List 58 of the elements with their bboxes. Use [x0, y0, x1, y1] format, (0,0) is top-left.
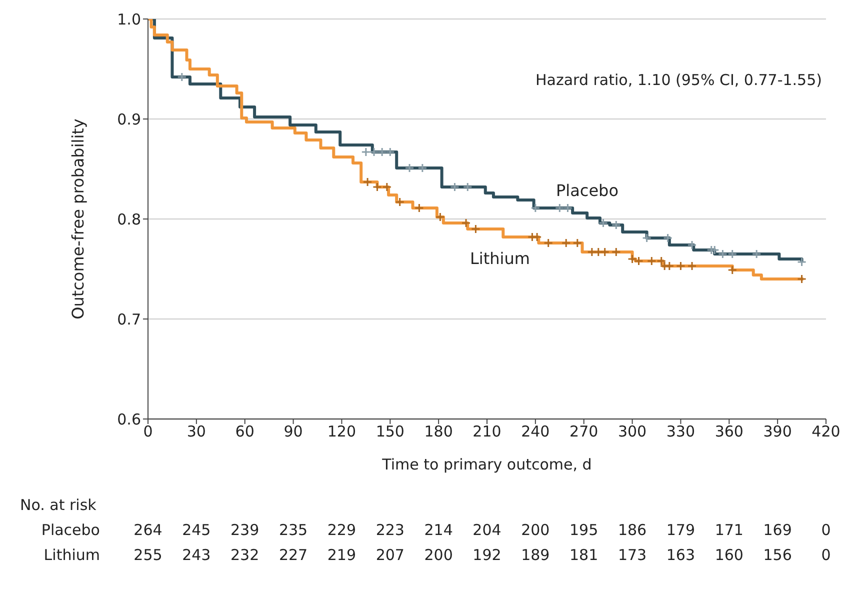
text: 229 [326, 521, 358, 539]
y-tick-label: 0.7 [117, 310, 141, 328]
text: 186 [616, 521, 648, 539]
text: 163 [665, 546, 696, 564]
x-tick-label: 300 [618, 422, 647, 441]
text: No. at risk [20, 496, 96, 514]
x-tick-label: 330 [666, 422, 696, 441]
series-label: Lithium [470, 249, 530, 268]
text: 232 [230, 546, 260, 564]
x-tick-label: 270 [570, 422, 598, 441]
text: 243 [181, 546, 212, 564]
x-tick-label: 420 [812, 422, 840, 441]
y-axis-title: Outcome-free probability [68, 118, 88, 320]
y-tick-label: 1.0 [117, 10, 141, 28]
text: 219 [326, 546, 358, 564]
text: Placebo [41, 521, 100, 539]
text: 171 [714, 521, 744, 539]
text: 195 [568, 521, 600, 539]
x-tick-label: 360 [714, 422, 744, 441]
text: Lithium [44, 546, 100, 564]
x-tick-label: 60 [235, 422, 254, 441]
text: 207 [374, 546, 406, 564]
x-tick-label: 240 [521, 422, 550, 441]
text: 192 [472, 546, 502, 564]
text: 204 [472, 521, 502, 539]
text: 255 [132, 546, 164, 564]
x-tick-label: 120 [327, 422, 356, 441]
x-axis-title: Time to primary outcome, d [381, 456, 592, 474]
text: 245 [181, 521, 212, 539]
text: 200 [423, 546, 454, 564]
x-tick-label: 90 [284, 422, 303, 441]
text: 227 [278, 546, 309, 564]
text: 156 [762, 546, 793, 564]
annotation: Hazard ratio, 1.10 (95% CI, 0.77-1.55) [536, 71, 822, 89]
text: 173 [616, 546, 648, 564]
text: 239 [230, 521, 260, 539]
text: 160 [714, 546, 744, 564]
text: 0 [820, 546, 832, 564]
x-tick-label: 30 [186, 422, 206, 441]
x-tick-label: 210 [472, 422, 502, 441]
y-tick-label: 0.6 [117, 410, 141, 428]
text: 264 [132, 521, 164, 539]
y-tick-label: 0.8 [117, 210, 141, 228]
text: 179 [665, 521, 696, 539]
text: 214 [423, 521, 454, 539]
x-tick-label: 150 [376, 422, 404, 441]
text: 169 [762, 521, 793, 539]
text: 235 [278, 521, 309, 539]
y-tick-label: 0.9 [117, 110, 141, 128]
text: 181 [568, 546, 600, 564]
series-label: Placebo [556, 181, 618, 200]
x-tick-label: 180 [424, 422, 453, 441]
text: 223 [374, 521, 406, 539]
text: 0 [820, 521, 832, 539]
x-tick-label: 0 [143, 422, 153, 441]
x-tick-label: 390 [763, 422, 792, 441]
text: 189 [520, 546, 551, 564]
text: 200 [520, 521, 551, 539]
